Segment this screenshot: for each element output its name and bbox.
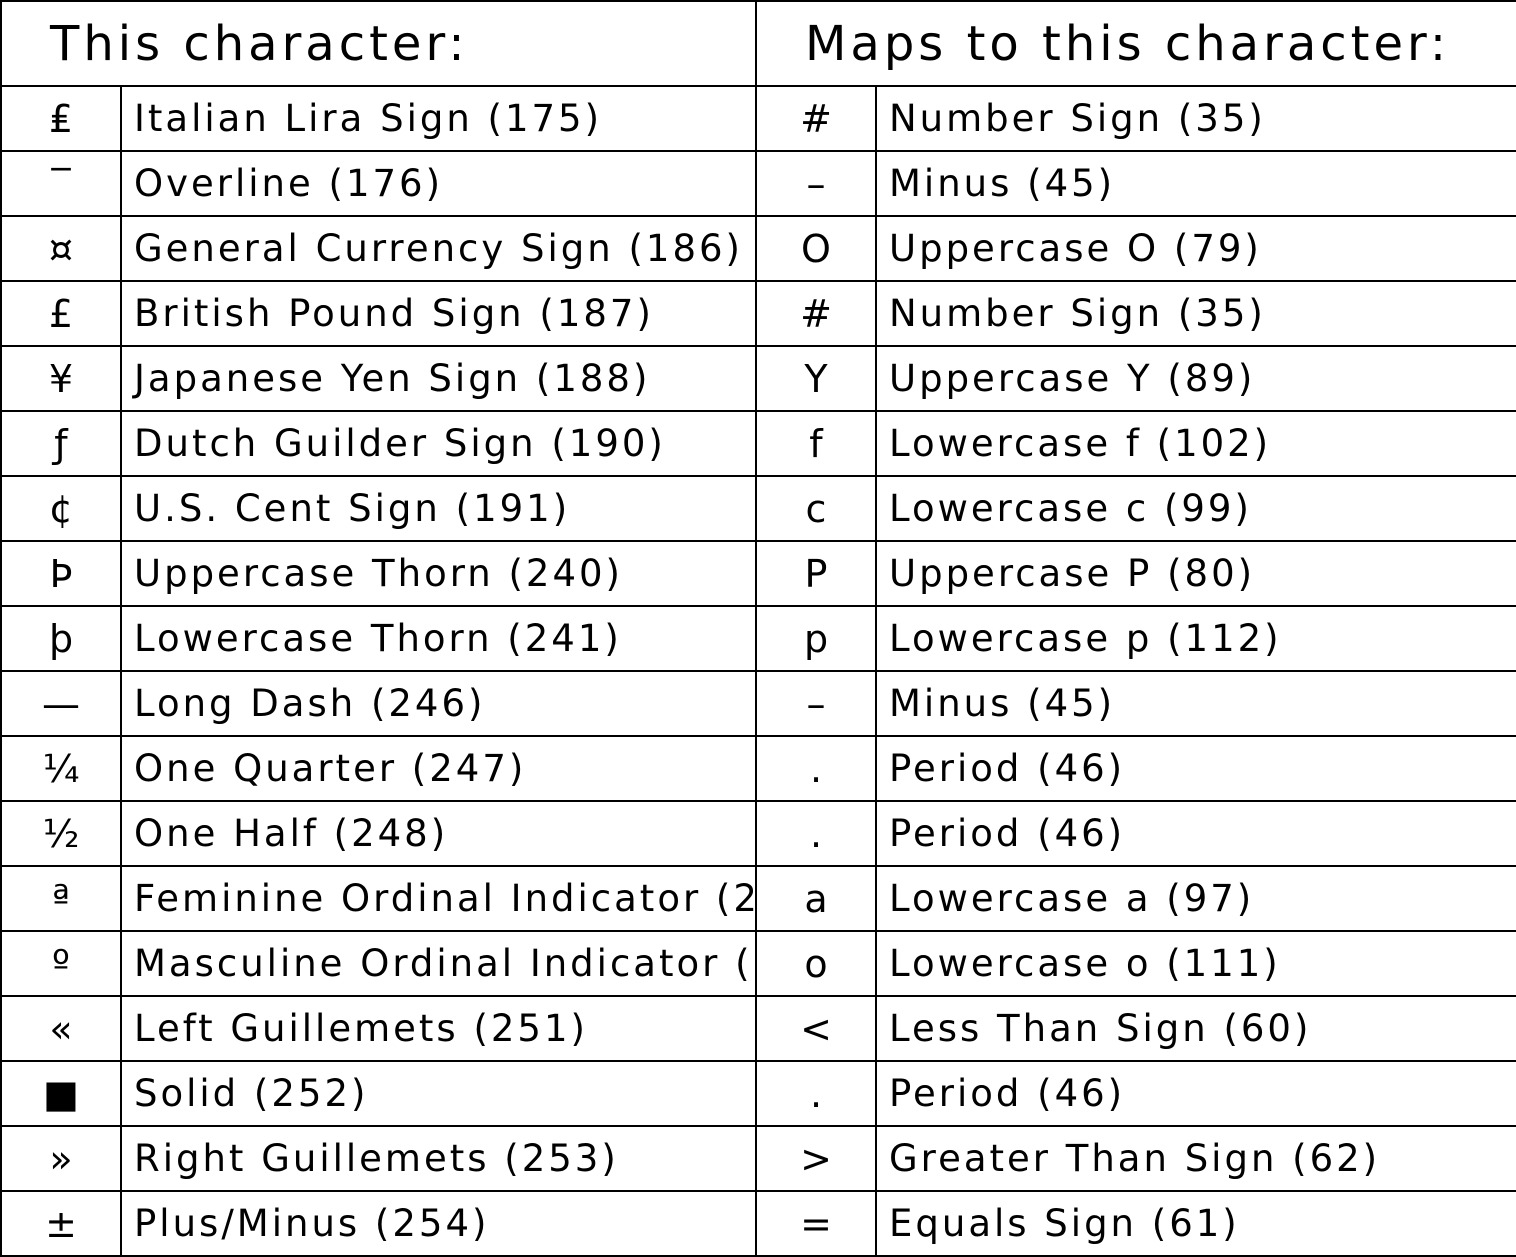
- source-name: Masculine Ordinal Indicator (250): [120, 930, 757, 997]
- table-row: ₤ Italian Lira Sign (175) # Number Sign (35…: [0, 85, 1516, 152]
- target-symbol: .: [755, 735, 877, 802]
- table-row: ¤ General Currency Sign (186) O Uppercase O…: [0, 215, 1516, 282]
- target-symbol: <: [755, 995, 877, 1062]
- source-name: Plus/Minus (254): [120, 1190, 757, 1257]
- target-symbol: .: [755, 1060, 877, 1127]
- source-symbol: ₤: [0, 85, 122, 152]
- target-symbol: p: [755, 605, 877, 672]
- table-row: ± Plus/Minus (254) = Equals Sign (61): [0, 1190, 1516, 1257]
- header-row: This character: Maps to this character:: [0, 0, 1516, 87]
- source-symbol: £: [0, 280, 122, 347]
- target-symbol: a: [755, 865, 877, 932]
- target-symbol: .: [755, 800, 877, 867]
- source-name: Left Guillemets (251): [120, 995, 757, 1062]
- target-symbol: #: [755, 85, 877, 152]
- table-row: — Long Dash (246) – Minus (45): [0, 670, 1516, 737]
- target-name: Period (46): [875, 1060, 1516, 1127]
- target-symbol: >: [755, 1125, 877, 1192]
- source-symbol: þ: [0, 605, 122, 672]
- target-symbol: O: [755, 215, 877, 282]
- source-name: Uppercase Thorn (240): [120, 540, 757, 607]
- source-name: Lowercase Thorn (241): [120, 605, 757, 672]
- header-source: This character:: [0, 0, 757, 87]
- source-name: One Quarter (247): [120, 735, 757, 802]
- source-symbol: ‾: [0, 150, 122, 217]
- source-symbol: ¢: [0, 475, 122, 542]
- target-name: Lowercase p (112): [875, 605, 1516, 672]
- source-name: Italian Lira Sign (175): [120, 85, 757, 152]
- target-symbol: f: [755, 410, 877, 477]
- source-symbol: ¥: [0, 345, 122, 412]
- table-row: ■ Solid (252). Period (46): [0, 1060, 1516, 1127]
- table-row: £ British Pound Sign (187) # Number Sign (3…: [0, 280, 1516, 347]
- target-name: Greater Than Sign (62): [875, 1125, 1516, 1192]
- table-row: «Left Guillemets (251) < Less Than Sign (6…: [0, 995, 1516, 1062]
- source-symbol: ½: [0, 800, 122, 867]
- target-symbol: Y: [755, 345, 877, 412]
- target-name: Uppercase O (79): [875, 215, 1516, 282]
- source-name: Right Guillemets (253): [120, 1125, 757, 1192]
- target-name: Uppercase Y (89): [875, 345, 1516, 412]
- target-name: Lowercase c (99): [875, 475, 1516, 542]
- table-row: Þ Uppercase Thorn (240) P Uppercase P (80): [0, 540, 1516, 607]
- target-symbol: –: [755, 150, 877, 217]
- source-name: Long Dash (246): [120, 670, 757, 737]
- target-name: Lowercase o (111): [875, 930, 1516, 997]
- source-symbol: ¤: [0, 215, 122, 282]
- source-symbol: Þ: [0, 540, 122, 607]
- source-symbol: ■: [0, 1060, 122, 1127]
- source-symbol: »: [0, 1125, 122, 1192]
- table-row: ƒ Dutch Guilder Sign (190) f Lowercase f (1…: [0, 410, 1516, 477]
- table-row: » Right Guillemets (253) > Greater Than Sig…: [0, 1125, 1516, 1192]
- target-name: Number Sign (35): [875, 280, 1516, 347]
- table-row: ¥ Japanese Yen Sign (188) Y Uppercase Y (89…: [0, 345, 1516, 412]
- target-symbol: #: [755, 280, 877, 347]
- source-symbol: —: [0, 670, 122, 737]
- target-symbol: c: [755, 475, 877, 542]
- target-name: Less Than Sign (60): [875, 995, 1516, 1062]
- source-symbol: ƒ: [0, 410, 122, 477]
- table-row: ½ One Half (248). Period (46): [0, 800, 1516, 867]
- source-name: Japanese Yen Sign (188): [120, 345, 757, 412]
- table-row: ¢ U.S. Cent Sign (191) c Lowercase c (99): [0, 475, 1516, 542]
- table-row: ¼ One Quarter (247). Period (46): [0, 735, 1516, 802]
- source-name: General Currency Sign (186): [120, 215, 757, 282]
- source-name: One Half (248): [120, 800, 757, 867]
- target-symbol: =: [755, 1190, 877, 1257]
- target-name: Lowercase f (102): [875, 410, 1516, 477]
- source-name: Dutch Guilder Sign (190): [120, 410, 757, 477]
- target-name: Equals Sign (61): [875, 1190, 1516, 1257]
- target-name: Minus (45): [875, 670, 1516, 737]
- source-symbol: ¼: [0, 735, 122, 802]
- target-name: Minus (45): [875, 150, 1516, 217]
- source-symbol: «: [0, 995, 122, 1062]
- target-name: Uppercase P (80): [875, 540, 1516, 607]
- target-name: Number Sign (35): [875, 85, 1516, 152]
- source-name: Overline (176): [120, 150, 757, 217]
- target-name: Lowercase a (97): [875, 865, 1516, 932]
- table-row: ‾ Overline (176) – Minus (45): [0, 150, 1516, 217]
- source-name: U.S. Cent Sign (191): [120, 475, 757, 542]
- source-symbol: ±: [0, 1190, 122, 1257]
- table-row: þ Lowercase Thorn (241) p Lowercase p (112): [0, 605, 1516, 672]
- target-symbol: o: [755, 930, 877, 997]
- header-target: Maps to this character:: [755, 0, 1516, 87]
- target-name: Period (46): [875, 735, 1516, 802]
- source-name: British Pound Sign (187): [120, 280, 757, 347]
- source-symbol: º: [0, 930, 122, 997]
- target-name: Period (46): [875, 800, 1516, 867]
- target-symbol: –: [755, 670, 877, 737]
- source-name: Solid (252): [120, 1060, 757, 1127]
- source-symbol: ª: [0, 865, 122, 932]
- target-symbol: P: [755, 540, 877, 607]
- source-name: Feminine Ordinal Indicator (249): [120, 865, 757, 932]
